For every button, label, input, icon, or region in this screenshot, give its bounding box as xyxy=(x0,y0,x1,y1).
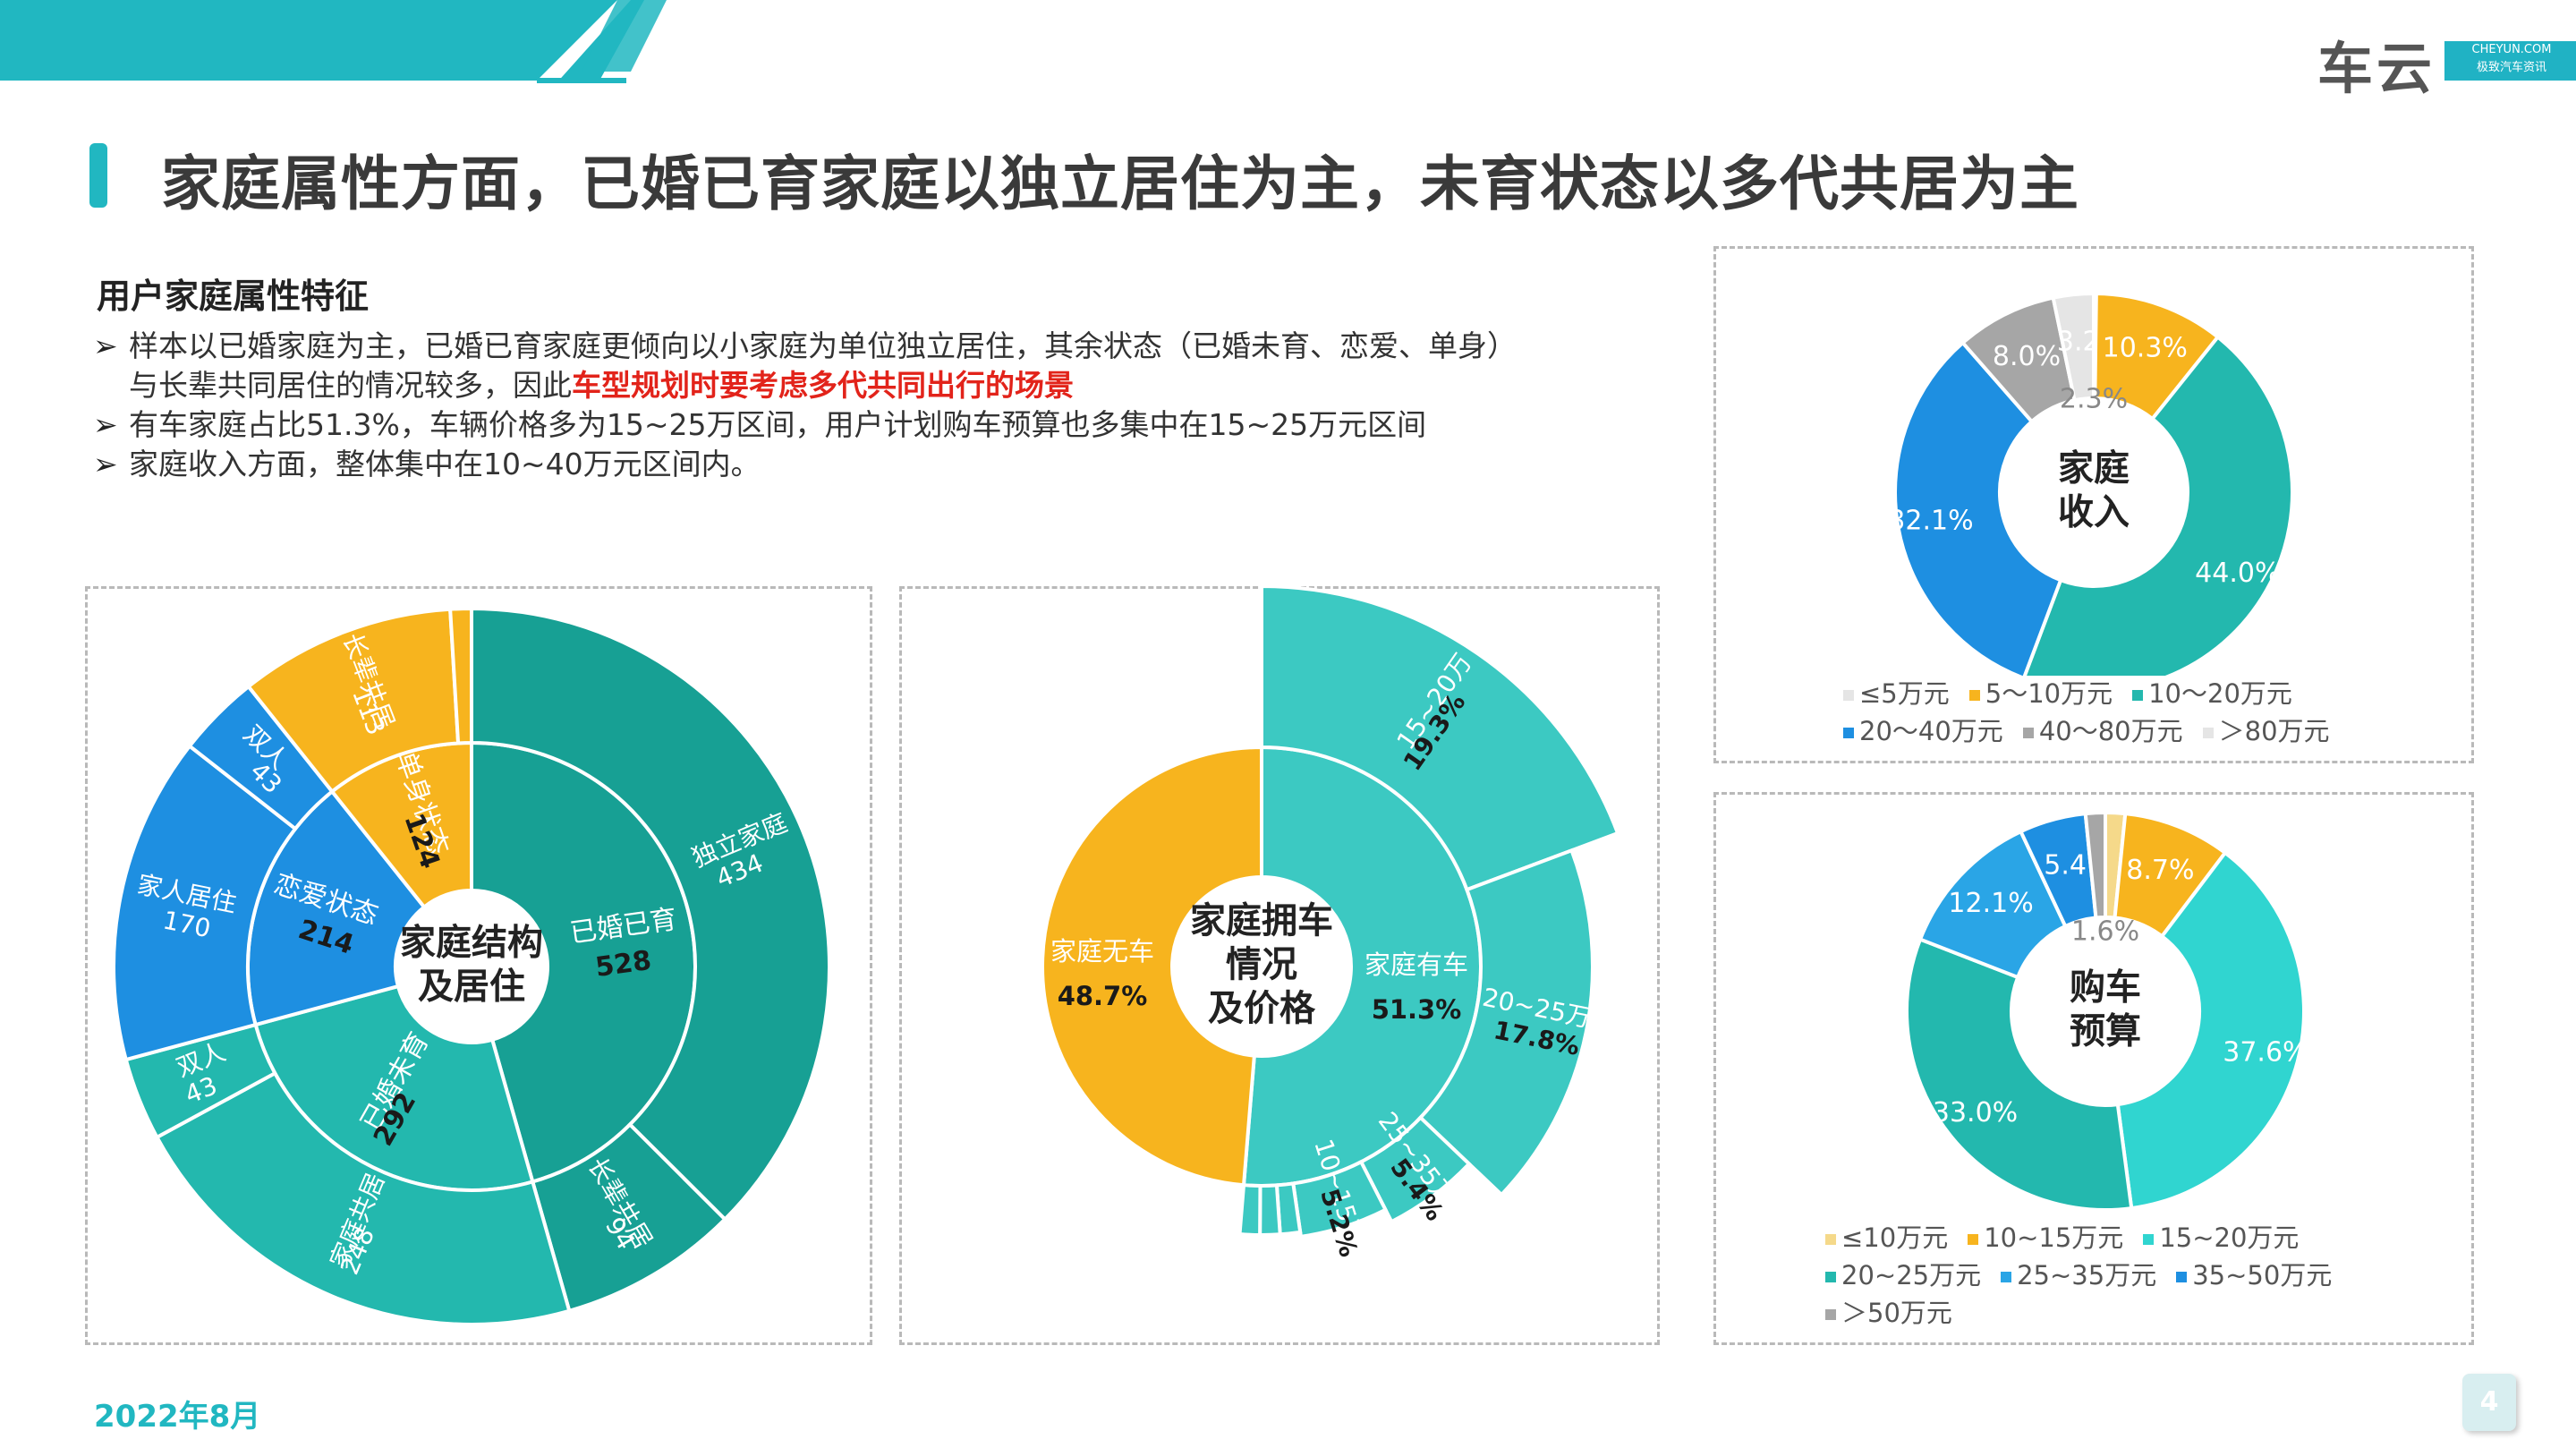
header-band xyxy=(0,0,667,85)
sunburst-outer-segment xyxy=(1417,848,1594,1197)
legend-swatch xyxy=(1825,1309,1836,1320)
income-donut-chart: 10.3% 44.0% 32.1% 8.0%3.2 家庭收入 2.3% xyxy=(1888,291,2294,676)
bullet-1-cont: 与长辈共同居住的情况较多，因此车型规划时要考虑多代共同出行的场景 xyxy=(129,368,1074,403)
legend-label: 10～20万元 xyxy=(2148,678,2292,709)
legend-label: 5～10万元 xyxy=(1985,678,2113,709)
sunburst-outer-segment xyxy=(154,1070,572,1326)
legend-label: ＞80万元 xyxy=(2218,716,2330,746)
legend-swatch xyxy=(1968,1234,1979,1245)
legend-swatch xyxy=(1825,1234,1836,1245)
sunburst-hole xyxy=(1172,877,1351,1056)
legend-label: ≤10万元 xyxy=(1841,1222,1949,1253)
budget-donut-chart: 8.7% 37.6% 33.0% 12.1% 5.4 购车预算 1.6% xyxy=(1905,810,2308,1212)
sunburst-outer-segment xyxy=(1258,1183,1282,1237)
sunburst-outer-segment xyxy=(1237,1183,1262,1238)
legend-swatch xyxy=(1843,728,1854,738)
legend-swatch xyxy=(2202,728,2214,738)
donut-value-label: 44.0% xyxy=(2195,558,2280,589)
legend-swatch xyxy=(2001,1272,2012,1282)
legend-item: 10~15万元 xyxy=(1968,1217,2123,1255)
sunburst-outer-segment xyxy=(448,606,473,745)
legend-label: 10~15万元 xyxy=(1984,1222,2124,1253)
donut-value-label: 3.2 xyxy=(2057,326,2100,357)
panel-budget xyxy=(1713,792,2474,1345)
legend-item: 20～40万元 xyxy=(1843,711,2003,748)
legend-item: 25~35万元 xyxy=(2001,1255,2156,1292)
center-label: 家庭 xyxy=(2058,448,2130,490)
center-label: 及价格 xyxy=(1208,988,1316,1029)
legend-label: ＞50万元 xyxy=(1841,1298,1952,1328)
legend-label: 40～80万元 xyxy=(2038,716,2183,746)
legend-item: ＞80万元 xyxy=(2202,711,2330,748)
legend-item: 10～20万元 xyxy=(2132,673,2292,711)
sunburst-inner-value: 528 xyxy=(593,945,653,984)
donut-value-label: 37.6% xyxy=(2223,1037,2308,1069)
donut-hole xyxy=(2011,917,2199,1105)
legend-label: 20~25万元 xyxy=(1841,1260,1982,1290)
legend-item: 15~20万元 xyxy=(2143,1217,2299,1255)
sunburst-inner-value: 51.3% xyxy=(1372,994,1462,1025)
panel-family-structure xyxy=(85,586,872,1345)
sunburst-outer-segment xyxy=(112,743,298,1062)
legend-swatch xyxy=(2143,1234,2155,1245)
legend-item: ＞50万元 xyxy=(1825,1292,1952,1330)
donut-value-label: 33.0% xyxy=(1933,1097,2018,1129)
legend-item: 35~50万元 xyxy=(2176,1255,2332,1292)
page-title: 家庭属性方面，已婚已育家庭以独立居住为主，未育状态以多代共居为主 xyxy=(161,149,2079,218)
budget-legend: ≤10万元 10~15万元 15~20万元 20~25万元 25~35万元 35~50万元… xyxy=(1825,1217,2452,1330)
intro-bullets: ➢ 样本以已婚家庭为主，已婚已育家庭更倾向以小家庭为单位独立居住，其余状态（已婚未… xyxy=(93,327,1517,484)
legend-swatch xyxy=(1843,690,1854,701)
donut-value-label: 10.3% xyxy=(2103,332,2188,363)
center-label: 家庭结构 xyxy=(400,923,543,964)
legend-label: ≤5万元 xyxy=(1859,678,1950,709)
donut-value-label: 8.0% xyxy=(1993,341,2061,372)
sunburst-hole xyxy=(395,890,548,1043)
legend-label: 15~20万元 xyxy=(2159,1222,2300,1253)
center-label: 及居住 xyxy=(418,966,525,1007)
donut-extra-label: 1.6% xyxy=(2071,916,2139,948)
center-label: 购车 xyxy=(2070,967,2141,1009)
legend-label: 25~35万元 xyxy=(2017,1260,2157,1290)
section-heading: 用户家庭属性特征 xyxy=(97,277,370,316)
legend-label: 20～40万元 xyxy=(1859,716,2003,746)
legend-swatch xyxy=(1825,1272,1836,1282)
center-label: 家庭拥车 xyxy=(1190,900,1333,941)
legend-item: ≤5万元 xyxy=(1843,673,1950,711)
legend-swatch xyxy=(2176,1272,2188,1282)
sunburst-inner-label: 家庭无车 xyxy=(1050,936,1154,967)
legend-item: 40～80万元 xyxy=(2022,711,2183,748)
bullet-3: ➢ 家庭收入方面，整体集中在10~40万元区间内。 xyxy=(93,447,761,481)
legend-item: ≤10万元 xyxy=(1825,1217,1948,1255)
donut-value-label: 5.4 xyxy=(2044,850,2087,882)
bullet-2: ➢ 有车家庭占比51.3%，车辆价格多为15~25万区间，用户计划购车预算也多集中… xyxy=(93,407,1427,442)
sunburst-inner-value: 48.7% xyxy=(1058,981,1148,1011)
car-ownership-chart: 家庭有车51.3%家庭无车48.7%15~20万19.3%20~25万17.8%… xyxy=(1041,586,1620,1260)
legend-label: 35~50万元 xyxy=(2192,1260,2333,1290)
legend-swatch xyxy=(1968,690,1980,701)
center-label: 情况 xyxy=(1226,944,1297,985)
sunburst-outer-segment xyxy=(1260,586,1620,892)
panel-income xyxy=(1713,246,2474,763)
center-label: 预算 xyxy=(2070,1010,2141,1052)
donut-value-label: 8.7% xyxy=(2126,855,2194,886)
legend-item: 5～10万元 xyxy=(1968,673,2113,711)
legend-item: 20~25万元 xyxy=(1825,1255,1981,1292)
legend-swatch xyxy=(2132,690,2144,701)
title-accent-bar xyxy=(89,143,107,208)
donut-value-label: 12.1% xyxy=(1948,888,2033,919)
sunburst-outer-segment xyxy=(470,606,831,1222)
donut-extra-label: 2.3% xyxy=(2060,384,2128,415)
center-label: 收入 xyxy=(2058,491,2130,532)
footer-date: 2022年8月 xyxy=(94,1399,261,1435)
legend-swatch xyxy=(2022,728,2034,738)
donut-value-label: 32.1% xyxy=(1888,506,1973,537)
sunburst-inner-label: 家庭有车 xyxy=(1365,950,1468,980)
bullet-1: ➢ 样本以已婚家庭为主，已婚已育家庭更倾向以小家庭为单位独立居住，其余状态（已婚未… xyxy=(93,328,1517,363)
income-legend: ≤5万元 5～10万元 10～20万元 20～40万元 40～80万元 ＞80万元 xyxy=(1843,673,2452,748)
donut-hole xyxy=(2000,398,2188,586)
page-number: 4 xyxy=(2462,1374,2516,1431)
brand-logo: 车云 CHEYUN.COM 极致汽车资讯 xyxy=(2317,23,2576,104)
